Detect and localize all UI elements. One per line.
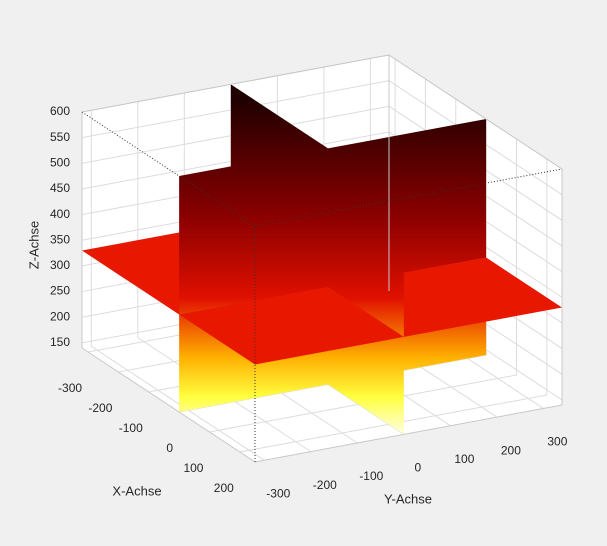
x-tick-label: 0 — [166, 441, 173, 455]
z-tick-label: 350 — [50, 232, 70, 246]
box-edge — [81, 54, 390, 113]
box-edge — [388, 54, 563, 170]
y-tick-label: -100 — [359, 469, 383, 483]
x-tick-label: -300 — [58, 381, 82, 395]
y-tick-label: -300 — [266, 486, 290, 500]
z-tick-label: 450 — [50, 181, 70, 195]
grid-line — [91, 345, 265, 461]
slice-surface — [179, 286, 404, 365]
z-tick-label: 250 — [50, 284, 70, 298]
y-tick-label: 200 — [501, 443, 521, 457]
slice-surface — [179, 148, 328, 315]
z-tick-label: 300 — [50, 258, 70, 272]
y-tick-label: 100 — [454, 452, 474, 466]
x-tick-label: -200 — [88, 401, 112, 415]
x-tick-label: 200 — [214, 481, 234, 495]
x-axis-label: X-Achse — [112, 483, 161, 498]
y-tick-label: 300 — [547, 435, 567, 449]
z-tick-label: 200 — [50, 309, 70, 323]
y-tick-label: -200 — [313, 478, 337, 492]
slices — [82, 84, 562, 435]
z-tick-label: 600 — [50, 104, 70, 118]
x-tick-label: 100 — [183, 461, 203, 475]
y-axis-label: Y-Achse — [384, 491, 432, 506]
z-tick-label: 150 — [50, 335, 70, 349]
slice-surface — [327, 148, 404, 337]
axes-frame — [81, 54, 563, 463]
box-edge — [254, 404, 563, 463]
z-tick-label: 550 — [50, 130, 70, 144]
box-edge — [81, 347, 256, 463]
y-tick-label: 0 — [415, 461, 422, 475]
z-tick-label: 500 — [50, 155, 70, 169]
x-tick-label: -100 — [119, 421, 143, 435]
z-tick-label: 400 — [50, 207, 70, 221]
box-edge — [254, 168, 563, 227]
z-axis-label: Z-Achse — [26, 221, 41, 269]
